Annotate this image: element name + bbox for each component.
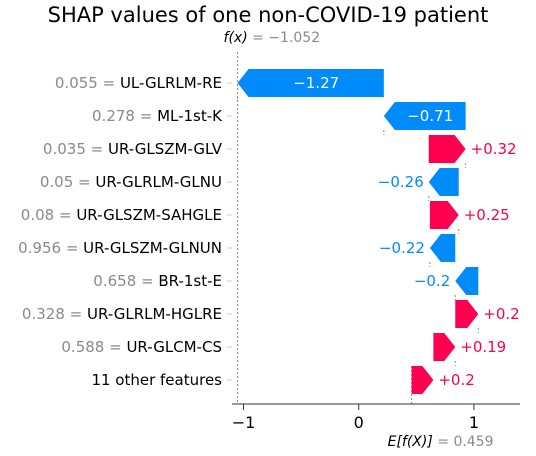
bar-value-label: +0.2 — [438, 371, 474, 389]
shap-bar — [428, 168, 459, 196]
feature-name: UR-GLSZM-GLNUN — [83, 239, 222, 257]
feature-name: UR-GLRLM-GLNU — [95, 173, 222, 191]
feature-name: UR-GLSZM-SAHGLE — [76, 206, 222, 224]
bar-value-label: −0.71 — [407, 107, 453, 125]
shap-bar — [429, 201, 459, 229]
feature-label: 0.05 = UR-GLRLM-GLNU — [40, 173, 222, 191]
feature-name: UL-GLRLM-RE — [120, 74, 222, 92]
shap-bar — [429, 234, 456, 262]
base-annotation: E[f(X)] = 0.459 — [388, 434, 494, 450]
feature-name: 11 other features — [91, 371, 222, 389]
fx-annotation: f(x) = −1.052 — [224, 30, 321, 46]
feature-value: 0.658 = — [93, 272, 158, 290]
feature-name: ML-1st-K — [157, 107, 223, 125]
bar-value-label: −1.27 — [293, 74, 339, 92]
base-label: E[f(X)] — [388, 434, 433, 450]
feature-value: 0.278 = — [92, 107, 157, 125]
feature-value: 0.956 = — [18, 239, 83, 257]
feature-label: 0.055 = UL-GLRLM-RE — [55, 74, 222, 92]
bar-value-label: −0.26 — [378, 173, 424, 191]
shap-bar — [433, 333, 456, 361]
bar-value-label: −0.2 — [414, 272, 450, 290]
x-tick-label: 1 — [469, 413, 479, 432]
bar-value-label: +0.19 — [460, 338, 506, 356]
feature-value: 0.588 = — [61, 338, 126, 356]
chart-title: SHAP values of one non-COVID-19 patient — [48, 3, 489, 27]
feature-name: UR-GLCM-CS — [126, 338, 222, 356]
feature-label: 0.278 = ML-1st-K — [92, 107, 223, 125]
feature-value: 0.05 = — [40, 173, 96, 191]
feature-name: UR-GLSZM-GLV — [108, 140, 223, 158]
feature-name: UR-GLRLM-HGLRE — [87, 305, 222, 323]
base-value: = 0.459 — [433, 434, 494, 450]
shap-bar — [237, 69, 384, 97]
feature-label: 0.658 = BR-1st-E — [93, 272, 222, 290]
feature-label: 0.328 = UR-GLRLM-HGLRE — [22, 305, 222, 323]
feature-value: 0.055 = — [55, 74, 120, 92]
feature-value: 0.035 = — [43, 140, 108, 158]
feature-label: 11 other features — [91, 371, 222, 389]
feature-label: 0.035 = UR-GLSZM-GLV — [43, 140, 223, 158]
fx-value: = −1.052 — [248, 30, 320, 46]
feature-value: 0.328 = — [22, 305, 87, 323]
bar-value-label: −0.22 — [379, 239, 425, 257]
bar-value-label: +0.2 — [483, 305, 519, 323]
feature-label: 0.08 = UR-GLSZM-SAHGLE — [21, 206, 222, 224]
shap-bar — [411, 366, 434, 394]
feature-label: 0.588 = UR-GLCM-CS — [61, 338, 222, 356]
shap-bar — [455, 300, 479, 328]
feature-value: 0.08 = — [21, 206, 77, 224]
bar-value-label: +0.32 — [471, 140, 517, 158]
shap-bar — [428, 135, 466, 163]
x-tick-label: −1 — [232, 413, 256, 432]
shap-bar — [455, 267, 479, 295]
bar-value-label: +0.25 — [464, 206, 510, 224]
feature-label: 0.956 = UR-GLSZM-GLNUN — [18, 239, 222, 257]
shap-bar — [383, 102, 466, 130]
x-tick-label: 0 — [354, 413, 364, 432]
fx-label: f(x) — [224, 30, 248, 46]
feature-name: BR-1st-E — [158, 272, 222, 290]
